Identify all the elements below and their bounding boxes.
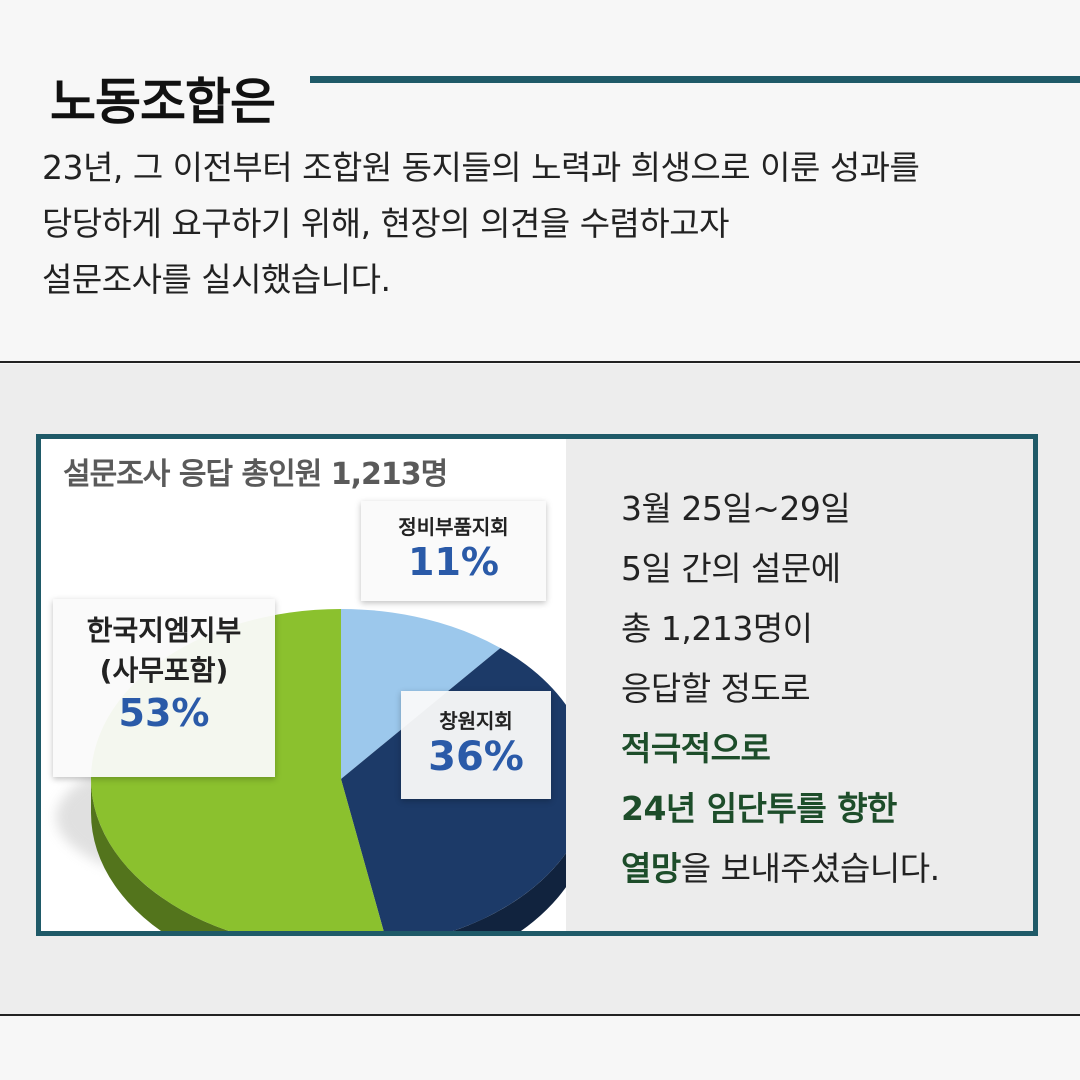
intro-text: 23년, 그 이전부터 조합원 동지들의 노력과 희생으로 이룬 성과를 당당하…	[42, 140, 1052, 308]
slice-percent: 53%	[118, 691, 210, 735]
slice-percent: 36%	[428, 734, 524, 780]
summary-line: 5일 간의 설문에	[621, 549, 841, 588]
survey-card: 설문조사 응답 총인원 1,213명 정비부품지회 11% 창원지회 36% 한…	[36, 434, 1038, 936]
slice-name-line2: (사무포함)	[99, 654, 229, 687]
pie-slice-side	[452, 853, 566, 931]
intro-line: 23년, 그 이전부터 조합원 동지들의 노력과 희생으로 이룬 성과를	[42, 148, 920, 187]
slice-name: 정비부품지회	[398, 515, 509, 539]
footer-section	[0, 1016, 1080, 1080]
slice-label-small: 정비부품지회 11%	[361, 501, 546, 601]
summary-line: 총 1,213명이	[621, 609, 813, 648]
chart-title: 설문조사 응답 총인원 1,213명	[63, 457, 448, 492]
summary-line-rest: 을 보내주셨습니다.	[680, 849, 940, 888]
summary-line-emphasis: 적극적으로	[621, 729, 771, 768]
title-underline	[310, 76, 1080, 83]
intro-line: 당당하게 요구하기 위해, 현장의 의견을 수렴하고자	[42, 204, 730, 243]
page-title: 노동조합은	[50, 73, 276, 131]
pie-chart-panel: 설문조사 응답 총인원 1,213명 정비부품지회 11% 창원지회 36% 한…	[41, 439, 566, 931]
header-section: 노동조합은 23년, 그 이전부터 조합원 동지들의 노력과 희생으로 이룬 성…	[0, 0, 1080, 362]
slice-name: 창원지회	[439, 709, 513, 733]
summary-line-emphasis: 24년 임단투를 향한	[621, 789, 897, 828]
summary-line: 3월 25일~29일	[621, 489, 851, 528]
summary-line-last: 열망을 보내주셨습니다.	[621, 839, 1021, 899]
summary-emphasis-word: 열망	[621, 849, 681, 888]
survey-summary: 3월 25일~29일 5일 간의 설문에 총 1,213명이 응답할 정도로 적…	[621, 479, 1021, 899]
summary-line: 응답할 정도로	[621, 669, 811, 708]
slice-label-gm: 한국지엠지부 (사무포함) 53%	[53, 599, 275, 777]
bottom-divider	[0, 1014, 1080, 1016]
slice-percent: 11%	[408, 540, 499, 584]
intro-line: 설문조사를 실시했습니다.	[42, 260, 391, 299]
slice-label-changwon: 창원지회 36%	[401, 691, 551, 799]
pie-slice-side	[91, 779, 230, 931]
slice-name-line1: 한국지엠지부	[86, 614, 242, 647]
top-divider	[0, 361, 1080, 363]
